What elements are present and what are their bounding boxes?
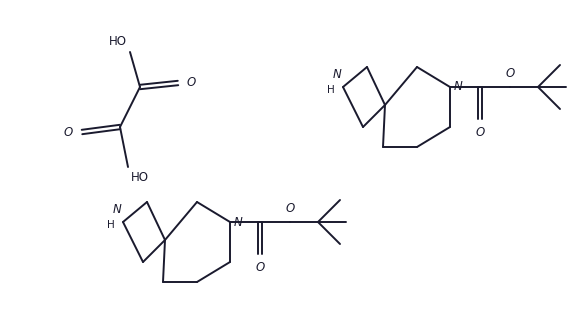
Text: O: O bbox=[505, 67, 515, 80]
Text: N: N bbox=[234, 216, 243, 229]
Text: H: H bbox=[327, 85, 335, 95]
Text: N: N bbox=[113, 203, 121, 216]
Text: N: N bbox=[454, 80, 463, 93]
Text: O: O bbox=[187, 77, 196, 89]
Text: O: O bbox=[255, 261, 265, 274]
Text: O: O bbox=[475, 126, 484, 139]
Text: N: N bbox=[332, 68, 341, 81]
Text: H: H bbox=[107, 220, 115, 230]
Text: HO: HO bbox=[109, 35, 127, 48]
Text: O: O bbox=[285, 202, 294, 215]
Text: O: O bbox=[64, 126, 73, 139]
Text: HO: HO bbox=[131, 171, 149, 184]
